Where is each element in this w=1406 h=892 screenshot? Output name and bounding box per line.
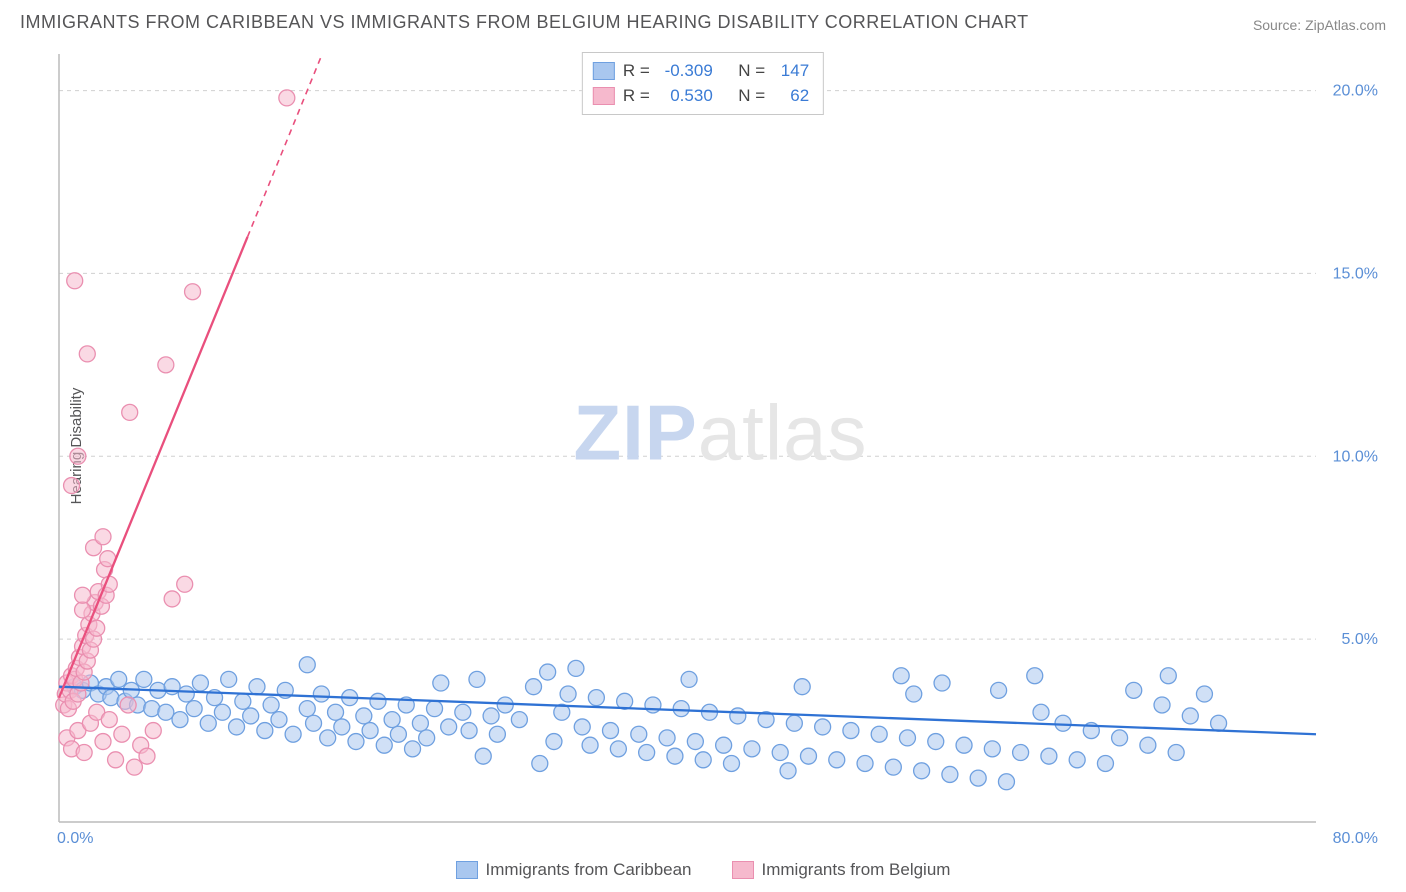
legend-item-caribbean: Immigrants from Caribbean [456,860,692,880]
title-bar: IMMIGRANTS FROM CARIBBEAN VS IMMIGRANTS … [0,0,1406,41]
swatch-belgium [593,87,615,105]
swatch-caribbean [456,861,478,879]
svg-text:10.0%: 10.0% [1333,448,1378,465]
bottom-legend: Immigrants from Caribbean Immigrants fro… [0,860,1406,880]
stat-r-label: R = [623,59,650,84]
stat-n-label: N = [738,84,765,109]
stat-r-value-belgium: 0.530 [658,84,713,109]
scatter-plot-svg: 5.0% 10.0% 15.0% 20.0% 0.0% 80.0% [55,50,1386,847]
svg-text:20.0%: 20.0% [1333,83,1378,100]
legend-label-caribbean: Immigrants from Caribbean [486,860,692,880]
stat-r-label: R = [623,84,650,109]
chart-title: IMMIGRANTS FROM CARIBBEAN VS IMMIGRANTS … [20,12,1029,33]
stat-n-value-belgium: 62 [773,84,809,109]
swatch-belgium [732,861,754,879]
stats-legend-box: R = -0.309 N = 147 R = 0.530 N = 62 [582,52,824,115]
svg-text:15.0%: 15.0% [1333,265,1378,282]
svg-text:0.0%: 0.0% [57,830,93,847]
swatch-caribbean [593,62,615,80]
svg-text:5.0%: 5.0% [1342,631,1378,648]
legend-item-belgium: Immigrants from Belgium [732,860,951,880]
svg-text:80.0%: 80.0% [1333,830,1378,847]
plot-area: 5.0%10.0%15.0%20.0%0.0%80.0% ZIPatlas [55,50,1386,847]
legend-label-belgium: Immigrants from Belgium [762,860,951,880]
source-attribution: Source: ZipAtlas.com [1253,17,1386,33]
stats-row-caribbean: R = -0.309 N = 147 [593,59,809,84]
stat-n-label: N = [738,59,765,84]
stat-n-value-caribbean: 147 [773,59,809,84]
stat-r-value-caribbean: -0.309 [658,59,713,84]
stats-row-belgium: R = 0.530 N = 62 [593,84,809,109]
